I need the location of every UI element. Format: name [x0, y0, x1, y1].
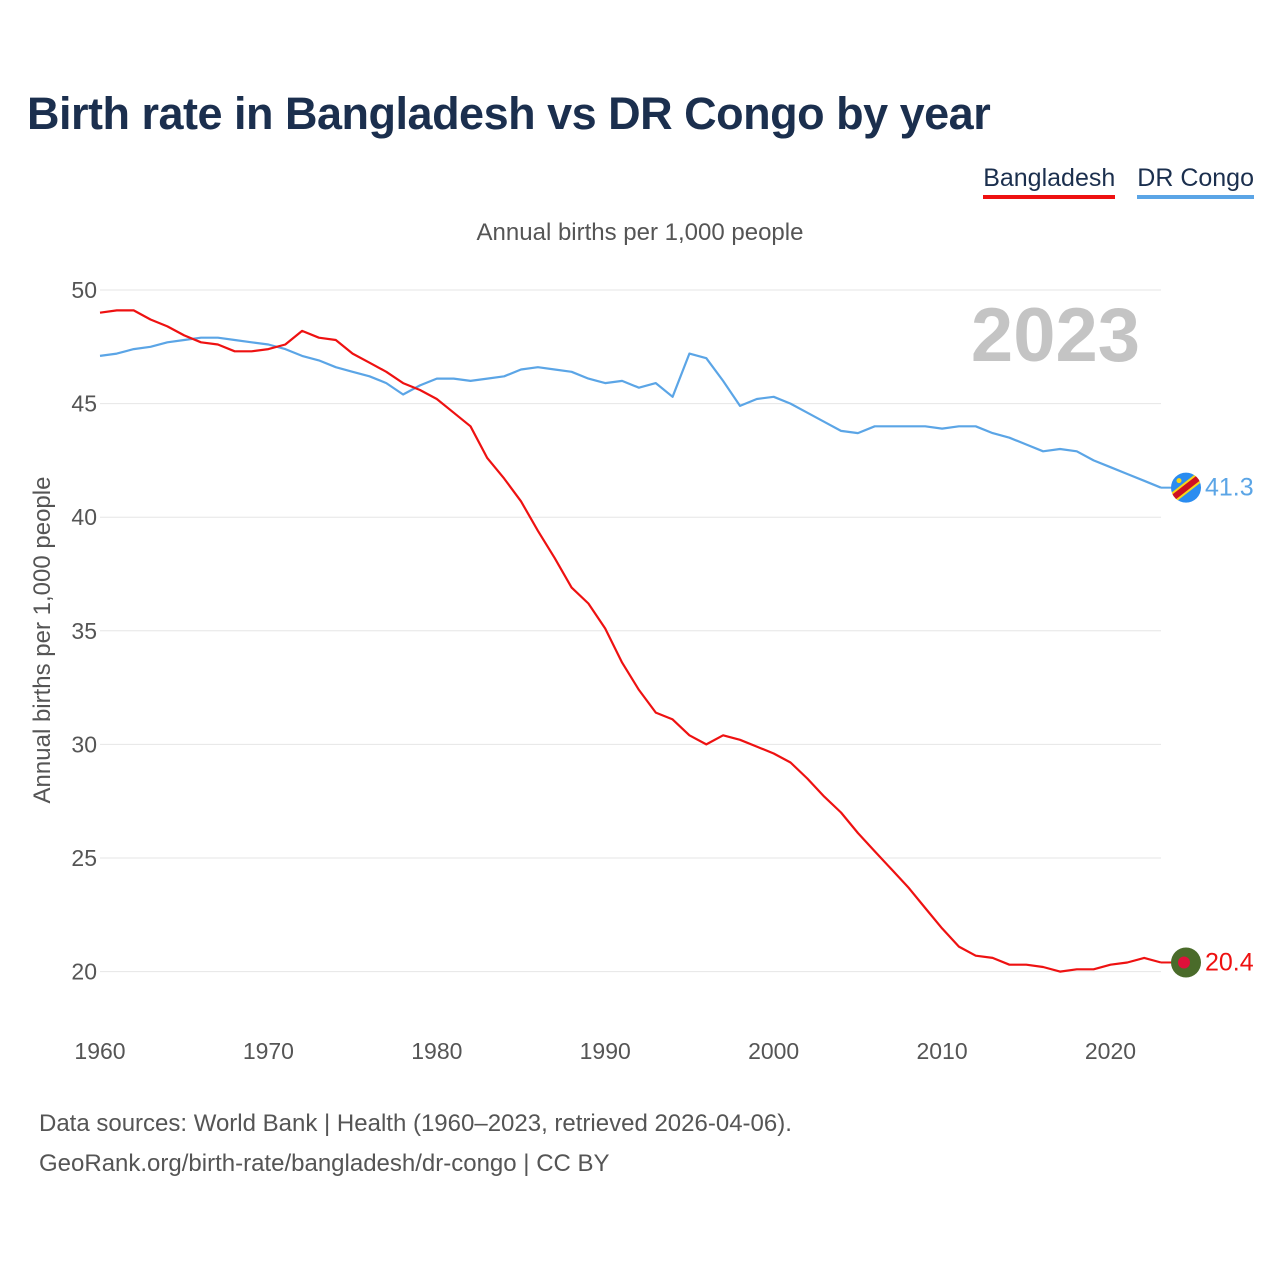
legend-item-bangladesh[interactable]: Bangladesh: [983, 164, 1116, 199]
x-tick-label: 2010: [916, 1038, 967, 1064]
y-axis-label: Annual births per 1,000 people: [29, 477, 56, 804]
y-tick-label: 30: [71, 731, 97, 757]
x-tick-label: 1970: [243, 1038, 294, 1064]
footer: Data sources: World Bank | Health (1960–…: [39, 1104, 792, 1184]
legend: Bangladesh DR Congo: [983, 164, 1254, 199]
footer-sources: Data sources: World Bank | Health (1960–…: [39, 1110, 792, 1137]
series-line-bangladesh: [99, 309, 1162, 973]
chart-title: Birth rate in Bangladesh vs DR Congo by …: [27, 88, 991, 139]
x-tick-label: 1990: [580, 1038, 631, 1064]
drcongo-flag-icon: [1171, 472, 1201, 503]
bangladesh-flag-icon: [1171, 947, 1201, 978]
y-tick-label: 50: [71, 277, 97, 303]
drcongo-flag-body: [1171, 472, 1201, 503]
y-tick-label: 45: [71, 391, 97, 417]
legend-item-drcongo[interactable]: DR Congo: [1137, 164, 1254, 199]
x-tick-label: 2000: [748, 1038, 799, 1064]
y-tick-label: 20: [71, 959, 97, 985]
x-tick-label: 1980: [411, 1038, 462, 1064]
y-tick-label: 25: [71, 845, 97, 871]
drcongo-flag-star: [1176, 478, 1182, 484]
y-tick-label: 35: [71, 618, 97, 644]
footer-url: GeoRank.org/birth-rate/bangladesh/dr-con…: [39, 1150, 610, 1177]
chart-subtitle: Annual births per 1,000 people: [477, 219, 804, 246]
year-watermark: 2023: [971, 293, 1140, 378]
end-value-label-drcongo: 41.3: [1205, 474, 1254, 502]
bangladesh-flag-disc: [1178, 956, 1190, 969]
y-tick-label: 40: [71, 504, 97, 530]
x-tick-label: 1960: [74, 1038, 125, 1064]
end-value-label-bangladesh: 20.4: [1205, 948, 1254, 976]
x-tick-label: 2020: [1085, 1038, 1136, 1064]
